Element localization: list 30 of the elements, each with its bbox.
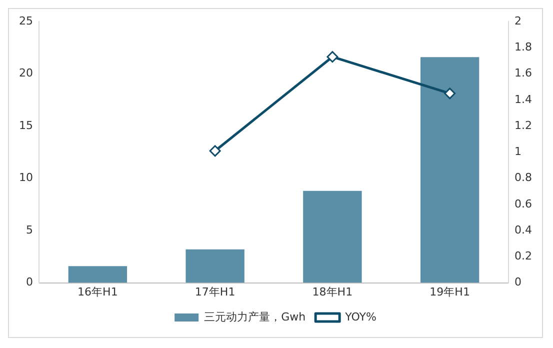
y2-tick-label: 1.6 [514,66,532,80]
bar [186,249,244,283]
y2-tick-label: 2 [514,14,522,28]
y2-tick-label: 0 [514,276,522,289]
y2-tick-label: 1.4 [514,92,532,106]
point [444,88,456,100]
y-tick-label: 10 [18,171,33,184]
y2-tick-label: 1.8 [514,40,532,54]
y-tick-label: 25 [18,14,33,28]
x-tick-label: 18年H1 [312,285,353,298]
x-tick-label: 19年H1 [430,285,470,298]
y2-tick-label: 0.8 [514,171,532,184]
y2-tick-label: 0.2 [514,250,532,263]
y-tick-label: 5 [26,223,33,236]
bar [420,57,480,283]
x-tick-label: 17年H1 [194,285,236,298]
y-tick-label: 0 [26,276,33,289]
x-tick-label: 16年H1 [78,285,118,298]
y-tick-label: 15 [18,118,33,132]
legend-label: 三元动力产量，Gwh [204,310,306,324]
point [326,51,338,63]
y-tick-label: 20 [18,66,33,80]
y2-tick-label: 1.2 [514,118,532,132]
bar [68,266,128,283]
point [209,145,221,157]
legend-label: YOY% [344,310,376,324]
y2-tick-label: 1 [514,145,522,158]
bar [303,190,362,283]
y2-tick-label: 0.6 [514,197,532,210]
y2-tick-label: 0.4 [514,223,532,236]
